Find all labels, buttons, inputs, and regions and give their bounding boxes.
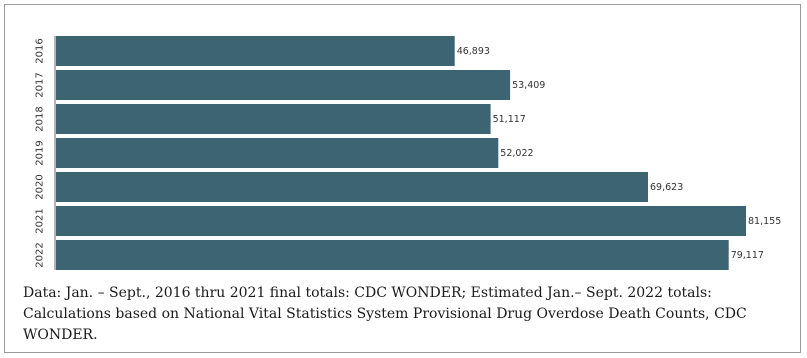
bar-2018 bbox=[56, 104, 491, 134]
y-tick-label-2018: 2018 bbox=[35, 106, 46, 131]
bar-2021 bbox=[56, 206, 746, 236]
data-label-2021: 81,155 bbox=[748, 216, 781, 227]
y-tick-label-2022: 2022 bbox=[35, 242, 46, 267]
data-label-2020: 69,623 bbox=[650, 182, 683, 193]
data-label-2016: 46,893 bbox=[457, 46, 490, 57]
chart-caption: Data: Jan. – Sept., 2016 thru 2021 final… bbox=[23, 285, 747, 343]
bar-2022 bbox=[56, 240, 729, 270]
y-tick-label-2021: 2021 bbox=[35, 208, 46, 233]
bar-2019 bbox=[56, 138, 499, 168]
data-label-2017: 53,409 bbox=[512, 80, 545, 91]
data-label-2018: 51,117 bbox=[493, 114, 526, 125]
y-tick-label-2020: 2020 bbox=[35, 174, 46, 199]
y-tick-label-2019: 2019 bbox=[35, 140, 46, 165]
bar-2020 bbox=[56, 172, 648, 202]
y-tick-label-2017: 2017 bbox=[35, 72, 46, 97]
bar-2016 bbox=[56, 36, 455, 66]
data-label-2019: 52,022 bbox=[500, 148, 533, 159]
bar-2017 bbox=[56, 70, 511, 100]
y-tick-label-2016: 2016 bbox=[35, 38, 46, 63]
data-label-2022: 79,117 bbox=[731, 250, 764, 261]
